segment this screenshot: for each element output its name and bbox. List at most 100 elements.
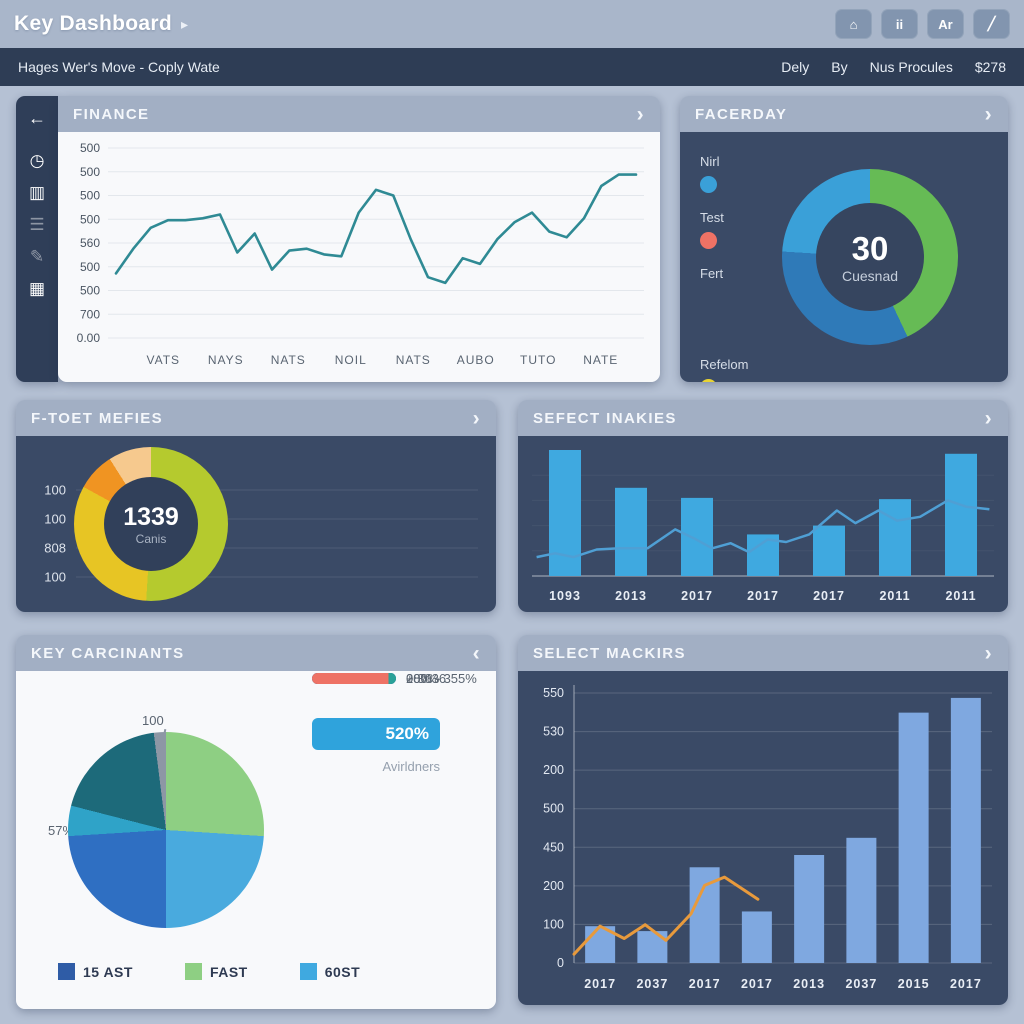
keycarc-panel-title: KEY CARCINANTS (31, 644, 185, 662)
facerday-donut-chart: 30 Cuesnad (782, 169, 958, 345)
percentage-badge[interactable]: 520% (312, 718, 440, 750)
back-icon[interactable]: ← (28, 108, 46, 128)
edit-icon[interactable]: ╱ (973, 9, 1010, 39)
svg-text:1093: 1093 (549, 589, 581, 603)
svg-text:100: 100 (543, 917, 564, 931)
badge-value: 520% (385, 724, 429, 743)
svg-text:2017: 2017 (950, 977, 982, 991)
ftoet-panel-header: F-TOET MEFIES › (16, 400, 496, 436)
svg-text:560: 560 (80, 236, 100, 250)
legend-item[interactable]: Test (700, 210, 748, 249)
donut-center: 1339 Canis (104, 477, 198, 571)
meta-by[interactable]: By (831, 59, 848, 75)
legend-dot (700, 176, 717, 193)
svg-text:500: 500 (80, 165, 100, 179)
svg-text:2017: 2017 (747, 589, 779, 603)
mackirs-bar-chart: 550 530 200 500 450 200 100 0 2017 2037 2017 2017 20… (543, 685, 992, 991)
legend-label: Fert (700, 266, 724, 281)
svg-text:2011: 2011 (945, 589, 976, 603)
stat-bar-label: 00% - 355% (406, 671, 477, 686)
facerday-chart-area: Nirl Test Fert Refelom 30 Cuesnad (680, 132, 1008, 382)
legend-item[interactable]: Refelom (700, 357, 748, 382)
svg-text:2037: 2037 (636, 977, 668, 991)
svg-text:500: 500 (80, 189, 100, 203)
home-icon[interactable]: ⌂ (835, 9, 872, 39)
svg-text:530: 530 (543, 725, 564, 739)
legend-label: 60ST (324, 963, 361, 980)
stat-bar (312, 673, 396, 684)
svg-text:500: 500 (80, 284, 100, 298)
svg-text:2011: 2011 (879, 589, 910, 603)
svg-text:500: 500 (80, 260, 100, 274)
stats-icon[interactable]: ii (881, 9, 918, 39)
axis-label: 808 (44, 540, 66, 556)
ftoet-panel: F-TOET MEFIES › 100 100 808 100 1339 Can… (16, 400, 496, 612)
legend-swatch (184, 963, 202, 980)
list-icon[interactable]: ☰ (29, 215, 45, 234)
sefect-bar-chart: 1093 2013 2017 2017 2017 2011 2011 (532, 450, 994, 603)
chevron-right-icon[interactable]: › (472, 406, 481, 430)
grid-icon[interactable]: ▦ (28, 279, 46, 298)
legend-item[interactable]: Fert (700, 266, 748, 305)
keycarc-pie-chart (68, 732, 264, 928)
ftoet-chart-area: 100 100 808 100 1339 Canis (16, 436, 496, 612)
mackirs-chart-area: 550 530 200 500 450 200 100 0 2017 2037 2017 2017 20… (518, 671, 1008, 1005)
legend-item[interactable]: FAST (184, 963, 248, 980)
chart-icon[interactable]: ▥ (28, 183, 46, 202)
chevron-right-icon[interactable]: › (984, 406, 993, 430)
svg-text:2013: 2013 (615, 589, 647, 603)
chevron-right-icon[interactable]: › (984, 102, 993, 126)
chevron-left-icon[interactable]: ‹ (472, 641, 481, 665)
edit-icon[interactable]: ✎ (29, 247, 45, 266)
svg-text:2017: 2017 (741, 977, 773, 991)
chevron-right-icon[interactable]: › (984, 641, 993, 665)
svg-text:2017: 2017 (813, 589, 845, 603)
svg-text:AUBO: AUBO (457, 353, 495, 367)
keycarc-legend: 15 AST FAST 60ST (58, 963, 360, 980)
svg-text:NATE: NATE (583, 353, 618, 367)
svg-text:450: 450 (543, 840, 564, 854)
meta-amount: $278 (974, 59, 1006, 75)
ftoet-panel-title: F-TOET MEFIES (31, 409, 164, 427)
mackirs-panel-header: SELECT MACKIRS › (518, 635, 1008, 671)
mackirs-panel-title: SELECT MACKIRS (533, 644, 686, 662)
donut-center-value: 1339 (123, 502, 179, 531)
legend-swatch (299, 963, 317, 980)
keycarc-chart-area: 100 57% 520% Avirldners + 3036 280% 00% … (16, 671, 496, 1009)
finance-line-chart: 500 500 500 500 560 500 500 700 0.00 VATS NAYS NATS… (77, 141, 644, 367)
legend-item[interactable]: 60ST (299, 963, 361, 980)
legend-label: Nirl (700, 154, 720, 169)
svg-text:NATS: NATS (271, 353, 306, 367)
axis-label: 100 (44, 482, 66, 498)
text-icon[interactable]: Ar (927, 9, 964, 39)
title-chevron-icon[interactable]: ▸ (180, 15, 188, 32)
legend-swatch (58, 963, 75, 980)
legend-item[interactable]: 15 AST (58, 963, 133, 980)
breadcrumb[interactable]: Hages Wer's Move - Coply Wate (18, 59, 220, 75)
svg-text:500: 500 (80, 212, 100, 226)
finance-panel: FINANCE › 500 500 500 500 560 500 500 700 0.00 VA… (58, 96, 660, 382)
gauge-icon[interactable]: ◷ (29, 151, 45, 170)
meta-dely[interactable]: Dely (781, 59, 810, 75)
legend-label: Refelom (700, 357, 749, 372)
meta-products[interactable]: Nus Procules (869, 59, 953, 75)
stat-bar-label: + 3036 (406, 671, 447, 686)
sefect-panel: SEFECT INAKIES › 1093 2013 2017 2017 2017 201… (518, 400, 1008, 612)
pie-percent-label: 57% (48, 823, 75, 838)
grid-row: 100 (30, 570, 478, 585)
page-title: Key Dashboard (14, 12, 172, 35)
svg-text:200: 200 (543, 763, 564, 777)
grid-row: 100 (30, 483, 478, 498)
axis-label: 100 (44, 511, 66, 527)
legend-item[interactable]: Nirl (700, 154, 748, 193)
donut-center-label: Canis (135, 531, 167, 546)
svg-text:500: 500 (80, 141, 100, 155)
svg-text:NAYS: NAYS (208, 353, 244, 367)
legend-label: Test (700, 210, 724, 225)
svg-text:200: 200 (543, 879, 564, 893)
sefect-chart-area: 1093 2013 2017 2017 2017 2011 2011 (518, 436, 1008, 612)
chevron-right-icon[interactable]: › (636, 102, 645, 126)
legend-dot (700, 379, 717, 382)
app-header: Key Dashboard ▸ ⌂ ii Ar ╱ (0, 0, 1024, 48)
svg-text:NOIL: NOIL (335, 353, 367, 367)
